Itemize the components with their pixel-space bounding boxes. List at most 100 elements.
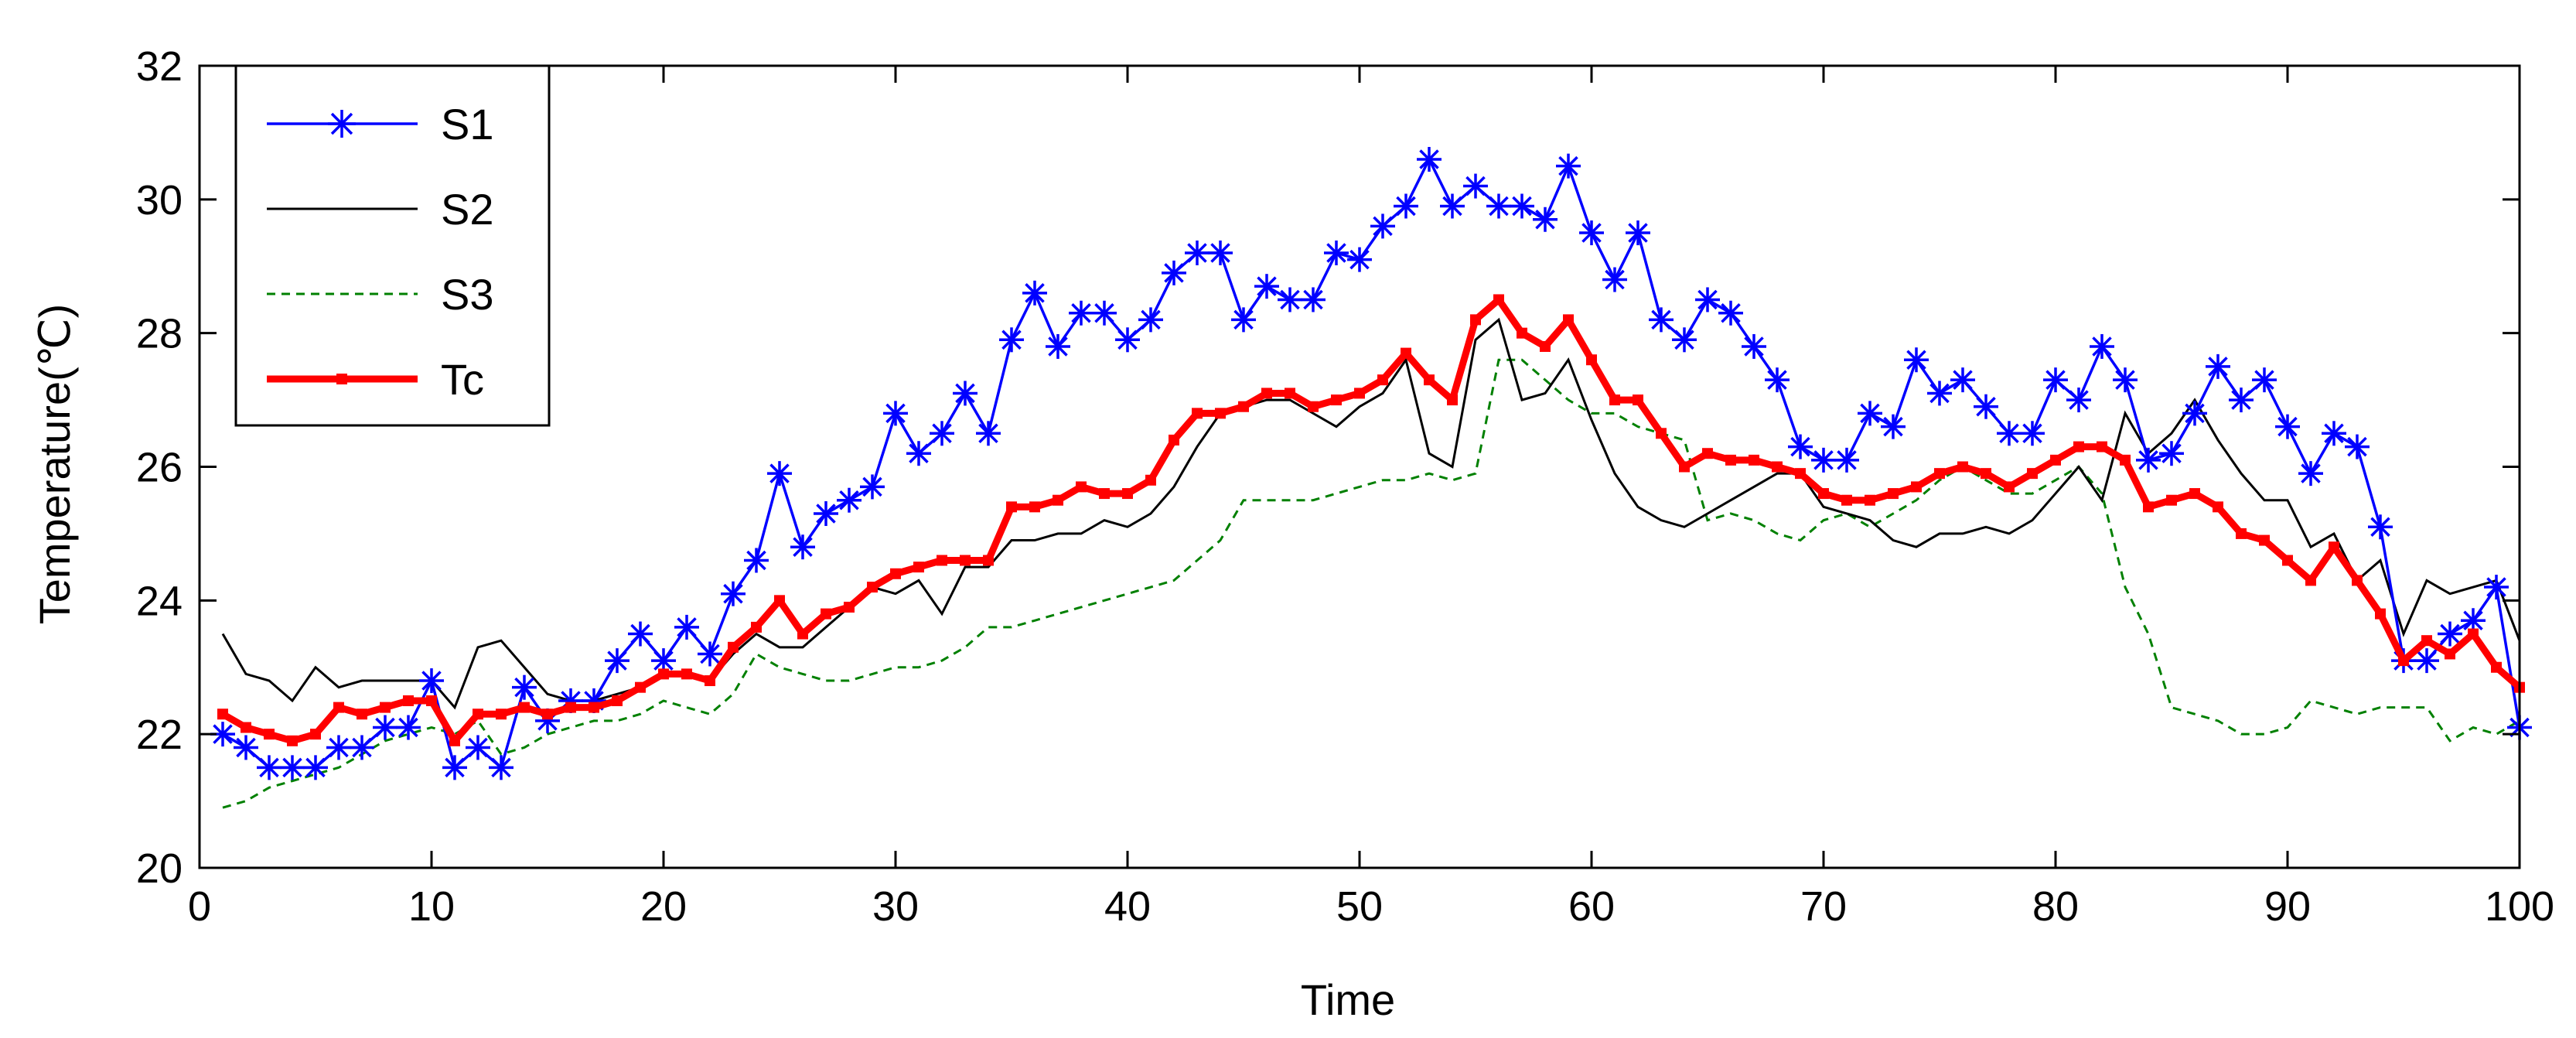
data-point-tc: [890, 568, 901, 579]
star-marker-stroke: [1001, 329, 1022, 350]
data-point-s1: [1765, 367, 1790, 393]
data-point-tc: [983, 555, 994, 566]
star-marker-stroke: [1674, 329, 1694, 350]
y-tick-label: 22: [136, 712, 183, 758]
data-point-tc: [2421, 635, 2432, 647]
data-point-tc: [1377, 374, 1388, 386]
x-tick-label: 20: [640, 883, 687, 930]
star-marker-stroke: [932, 423, 952, 444]
star-marker-stroke: [1071, 302, 1091, 323]
legend-item-tc: Tc: [267, 355, 484, 404]
star-marker-stroke: [723, 583, 743, 604]
data-point-tc: [1795, 468, 1806, 480]
data-point-tc: [2004, 481, 2015, 493]
data-point-s1: [2461, 608, 2486, 633]
data-point-tc: [1076, 481, 1087, 493]
star-marker-stroke: [769, 463, 790, 483]
data-point-tc: [264, 729, 275, 740]
star-marker-stroke: [2115, 370, 2135, 390]
data-point-s1: [489, 755, 513, 780]
data-point-tc: [937, 555, 947, 566]
data-point-s1: [1463, 173, 1488, 199]
data-point-tc: [1006, 501, 1017, 513]
star-marker-stroke: [2463, 610, 2483, 631]
data-point-s1: [1950, 367, 1975, 393]
star-marker-stroke: [955, 383, 975, 404]
y-tick-label: 24: [136, 578, 183, 624]
star-marker-stroke: [1651, 309, 1671, 330]
star-marker-stroke: [2440, 623, 2460, 644]
data-point-tc: [2491, 661, 2502, 673]
data-point-tc: [2305, 575, 2316, 586]
data-point-tc: [1772, 461, 1783, 473]
star-marker-stroke: [630, 623, 650, 644]
data-point-s1: [2066, 388, 2091, 413]
data-point-tc: [1563, 314, 1574, 326]
star-marker-stroke: [514, 677, 534, 698]
data-point-tc: [1261, 388, 1272, 399]
star-marker-stroke: [2092, 336, 2112, 357]
star-marker-stroke: [677, 617, 697, 637]
data-point-tc: [821, 608, 831, 620]
data-point-s1: [303, 755, 328, 780]
data-point-s1: [1138, 307, 1163, 333]
data-point-s1: [1440, 193, 1465, 219]
star-marker-stroke: [2301, 463, 2321, 483]
star-marker-stroke: [1837, 450, 1857, 470]
star-marker-stroke: [1883, 416, 1903, 437]
data-point-tc: [1818, 488, 1829, 500]
star-marker-stroke: [1558, 155, 1578, 176]
data-point-s1: [953, 381, 978, 406]
star-marker-stroke: [1581, 223, 1602, 243]
data-point-s1: [976, 421, 1001, 446]
data-point-tc: [357, 709, 367, 720]
star-marker-stroke: [282, 757, 302, 778]
data-point-tc: [1122, 488, 1133, 500]
data-point-s1: [2345, 434, 2370, 459]
star-marker-stroke: [1767, 370, 1787, 390]
data-point-tc: [519, 702, 530, 713]
data-point-s1: [2275, 414, 2300, 439]
data-point-tc: [1888, 488, 1899, 500]
data-point-tc: [1192, 408, 1203, 419]
data-point-tc: [1609, 394, 1620, 406]
star-marker-stroke: [1094, 302, 1114, 323]
data-point-s1: [2090, 333, 2114, 359]
data-point-tc: [728, 641, 739, 653]
data-point-s1: [1022, 280, 1047, 306]
star-marker-stroke: [1419, 149, 1439, 169]
star-marker-stroke: [1512, 196, 1532, 217]
x-tick-label: 100: [2485, 883, 2554, 930]
data-point-s1: [674, 614, 699, 640]
data-point-tc: [1308, 401, 1319, 412]
data-point-s1: [999, 327, 1024, 353]
data-point-tc: [2120, 454, 2131, 466]
data-point-tc: [1865, 494, 1875, 506]
data-point-s1: [2414, 648, 2439, 674]
star-marker-stroke: [305, 757, 326, 778]
data-point-tc: [2329, 541, 2339, 553]
data-point-s1: [257, 755, 281, 780]
data-point-s1: [2322, 421, 2346, 446]
data-point-tc: [2097, 441, 2107, 452]
data-point-s1: [280, 755, 305, 780]
star-marker-stroke: [1303, 289, 1323, 310]
data-point-s1: [814, 500, 838, 526]
data-point-tc: [1169, 434, 1179, 446]
data-point-tc: [751, 621, 762, 633]
star-marker-stroke: [1605, 269, 1625, 290]
data-point-tc: [2375, 608, 2386, 620]
data-point-tc: [774, 595, 785, 606]
star-marker-stroke: [1976, 396, 1996, 417]
data-point-s1: [698, 641, 722, 667]
star-marker-stroke: [2277, 416, 2298, 437]
star-marker-stroke: [1489, 196, 1509, 217]
data-point-s1: [721, 581, 746, 606]
data-point-tc: [1447, 394, 1458, 406]
data-point-s1: [628, 621, 653, 647]
star-marker-stroke: [607, 650, 627, 671]
star-marker-stroke: [2486, 577, 2506, 597]
series-s2: [221, 317, 2521, 710]
data-point-tc: [287, 735, 298, 746]
